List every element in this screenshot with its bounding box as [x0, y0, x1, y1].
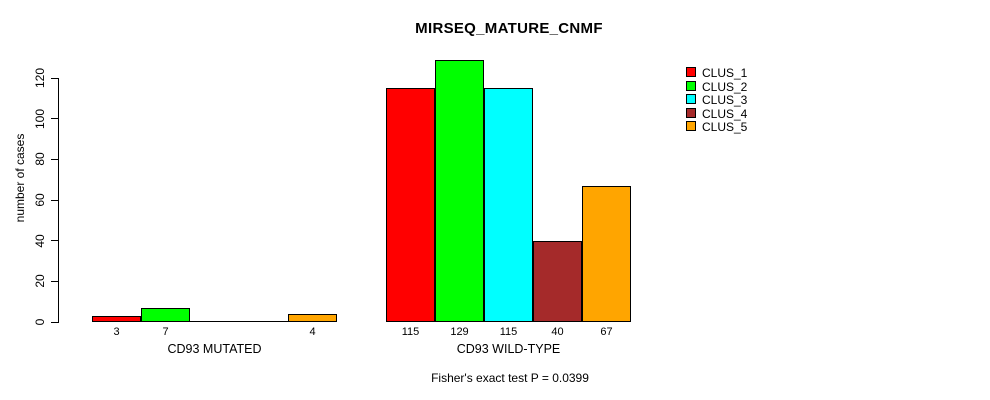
y-axis-tick-label: 40 [33, 233, 47, 248]
fisher-test-footnote: Fisher's exact test P = 0.0399 [431, 371, 589, 385]
bar-value-label: 129 [450, 326, 469, 338]
bar-clus_3-wildtype [484, 88, 533, 322]
legend-label-clus_4: CLUS_4 [702, 107, 748, 121]
legend-label-clus_5: CLUS_5 [702, 120, 748, 134]
y-axis-tick [51, 240, 58, 242]
legend-swatch-clus_5 [686, 121, 696, 131]
y-axis-tick [51, 158, 58, 160]
legend-label-clus_1: CLUS_1 [702, 66, 748, 80]
y-axis-tick [51, 280, 58, 282]
legend-swatch-clus_2 [686, 81, 696, 91]
bar-value-label: 3 [113, 326, 120, 338]
legend-label-clus_2: CLUS_2 [702, 80, 748, 94]
bar-clus_4-wildtype [533, 241, 582, 322]
bar-clus_2-wildtype [435, 60, 484, 322]
y-axis-tick [51, 77, 58, 79]
bar-value-label: 40 [551, 326, 564, 338]
legend-label-clus_3: CLUS_3 [702, 93, 748, 107]
bar-clus_2-mutated [141, 308, 190, 322]
y-axis-tick [51, 199, 58, 201]
group-label-wildtype: CD93 WILD-TYPE [456, 342, 561, 356]
legend-swatch-clus_3 [686, 94, 696, 104]
bar-clus_3-zero [190, 321, 239, 322]
bar-clus_1-wildtype [386, 88, 435, 322]
legend-swatch-clus_4 [686, 108, 696, 118]
bar-value-label: 7 [162, 326, 169, 338]
y-axis-tick-label: 120 [33, 67, 47, 89]
bar-value-label: 115 [401, 326, 420, 338]
bar-value-label: 115 [499, 326, 518, 338]
y-axis-tick [51, 321, 58, 323]
y-axis-tick-label: 60 [33, 193, 47, 207]
y-axis-title: number of cases [13, 133, 27, 223]
legend-swatch-clus_1 [686, 67, 696, 77]
y-axis-tick [51, 118, 58, 120]
group-label-mutated: CD93 MUTATED [167, 342, 262, 356]
bar-clus_4-zero [239, 321, 288, 322]
bar-value-label: 4 [309, 326, 316, 338]
y-axis-line [58, 78, 59, 323]
chart-title: MIRSEQ_MATURE_CNMF [415, 20, 603, 37]
bar-clus_5-mutated [288, 314, 337, 322]
y-axis-tick-label: 80 [33, 152, 47, 167]
bar-clus_1-mutated [92, 316, 141, 322]
bar-value-label: 67 [600, 326, 613, 338]
y-axis-tick-label: 0 [33, 318, 47, 326]
bar-clus_5-wildtype [582, 186, 631, 322]
y-axis-tick-label: 100 [33, 108, 47, 129]
y-axis-tick-label: 20 [33, 274, 47, 289]
